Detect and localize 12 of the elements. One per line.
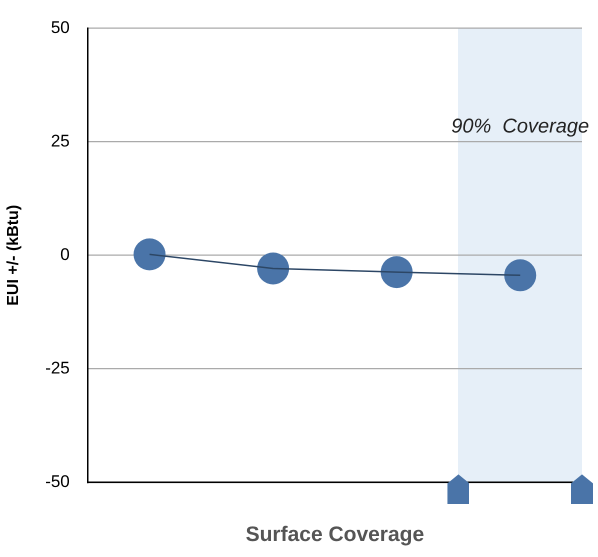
y-axis-title: EUI +/- (kBtu) [5,204,22,306]
x-axis-title: Surface Coverage [246,523,424,546]
y-tick-label: -50 [45,472,70,492]
point [380,256,413,288]
point [504,259,536,292]
y-tick-label: 25 [50,131,70,150]
annotation: 90% Coverage [451,115,590,138]
point [134,238,166,270]
point [257,252,290,284]
y-tick-label: -25 [45,358,70,378]
y-tick-label: 0 [60,244,70,264]
y-tick-label: 50 [50,18,70,37]
